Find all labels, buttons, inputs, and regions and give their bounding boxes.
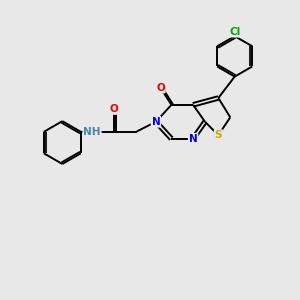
Text: N: N [152, 117, 160, 127]
Text: Cl: Cl [229, 27, 240, 37]
Text: S: S [214, 130, 222, 140]
Text: N: N [189, 134, 197, 144]
Text: NH: NH [83, 127, 101, 136]
Text: O: O [110, 104, 118, 114]
Text: O: O [156, 82, 165, 93]
